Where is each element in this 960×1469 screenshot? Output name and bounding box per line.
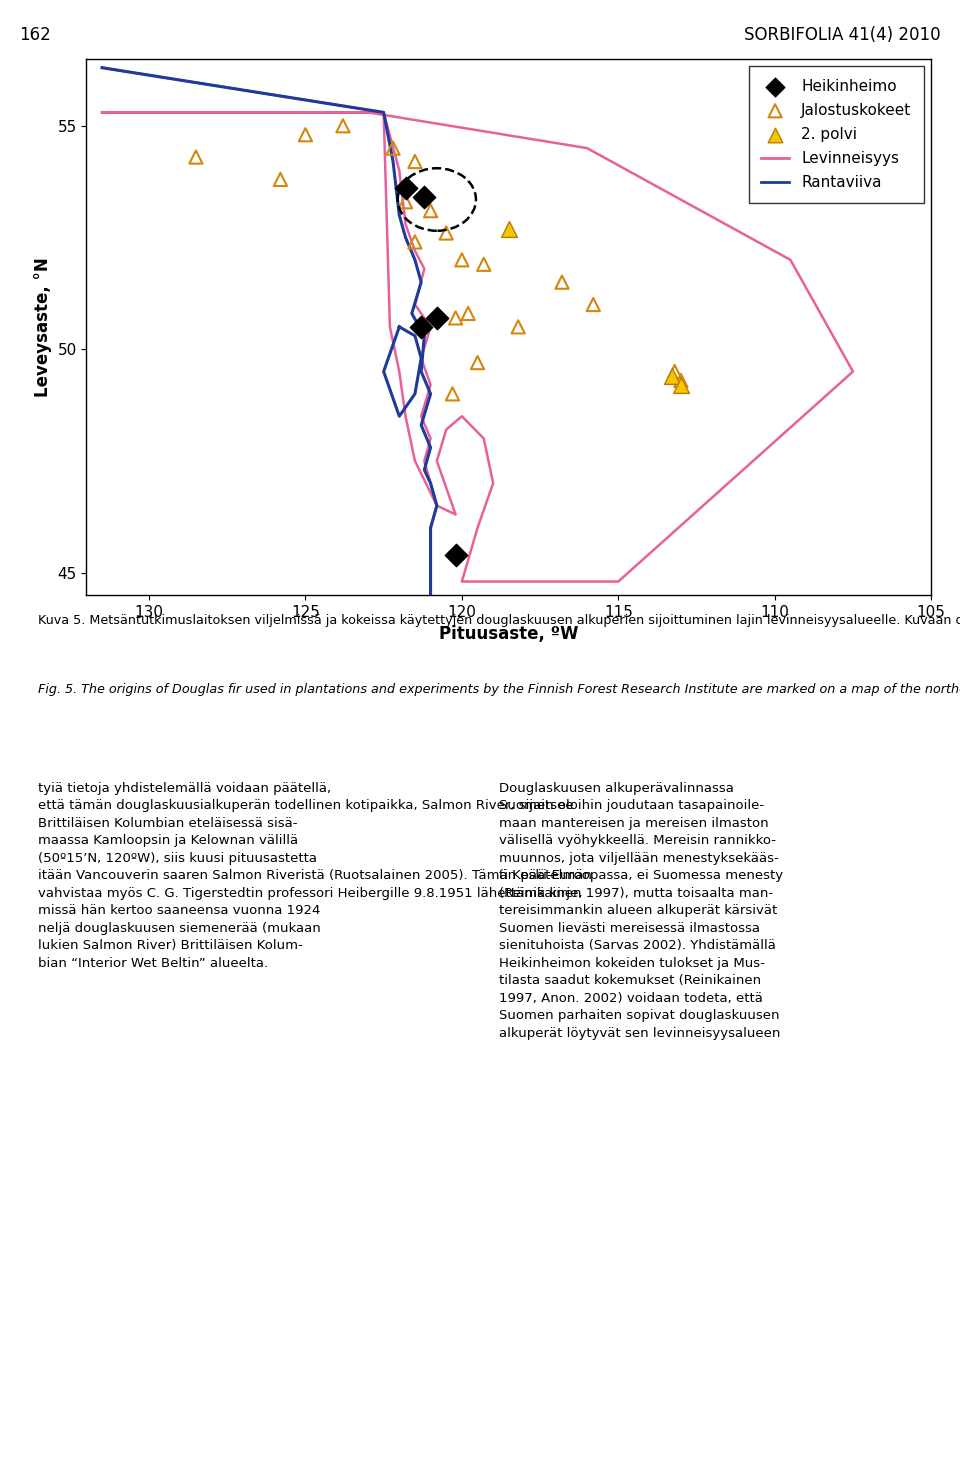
- Point: [448, 544, 464, 567]
- Point: [423, 198, 439, 222]
- Point: [298, 123, 313, 147]
- Point: [501, 217, 516, 241]
- Point: [385, 137, 400, 160]
- Text: tyiä tietoja yhdistelemällä voidaan päätellä,
että tämän douglaskuusialkuperän t: tyiä tietoja yhdistelemällä voidaan päät…: [38, 782, 592, 970]
- Point: [454, 248, 469, 272]
- Text: SORBIFOLIA 41(4) 2010: SORBIFOLIA 41(4) 2010: [744, 26, 941, 44]
- Point: [273, 167, 288, 191]
- Point: [476, 253, 492, 276]
- X-axis label: Pituusaste, ºW: Pituusaste, ºW: [439, 626, 579, 643]
- Point: [397, 190, 413, 213]
- Text: 162: 162: [19, 26, 51, 44]
- Point: [439, 222, 454, 245]
- Point: [469, 351, 485, 375]
- Point: [407, 231, 422, 254]
- Legend: Heikinheimo, Jalostuskokeet, 2. polvi, Levinneisyys, Rantaviiva: Heikinheimo, Jalostuskokeet, 2. polvi, L…: [749, 66, 924, 203]
- Point: [188, 145, 204, 169]
- Point: [667, 360, 683, 383]
- Point: [407, 150, 422, 173]
- Point: [417, 185, 432, 209]
- Point: [663, 364, 679, 388]
- Point: [444, 382, 460, 405]
- Point: [673, 373, 688, 397]
- Point: [397, 176, 413, 200]
- Point: [673, 369, 688, 392]
- Point: [335, 115, 350, 138]
- Text: Fig. 5. The origins of Douglas fir used in plantations and experiments by the Fi: Fig. 5. The origins of Douglas fir used …: [38, 683, 960, 696]
- Point: [554, 270, 569, 294]
- Text: Douglaskuusen alkuperävalinnassa
Suomen oloihin joudutaan tasapainoile-
maan man: Douglaskuusen alkuperävalinnassa Suomen …: [499, 782, 783, 1040]
- Point: [448, 306, 464, 329]
- Point: [461, 301, 476, 325]
- Y-axis label: Leveysaste, °N: Leveysaste, °N: [34, 257, 52, 397]
- Point: [511, 316, 526, 339]
- Point: [414, 316, 429, 339]
- Point: [429, 306, 444, 329]
- Text: Kuva 5. Metsäntutkimuslaitoksen viljelmissä ja kokeissa käytettyjen douglaskuuse: Kuva 5. Metsäntutkimuslaitoksen viljelmi…: [38, 614, 960, 627]
- Point: [586, 292, 601, 316]
